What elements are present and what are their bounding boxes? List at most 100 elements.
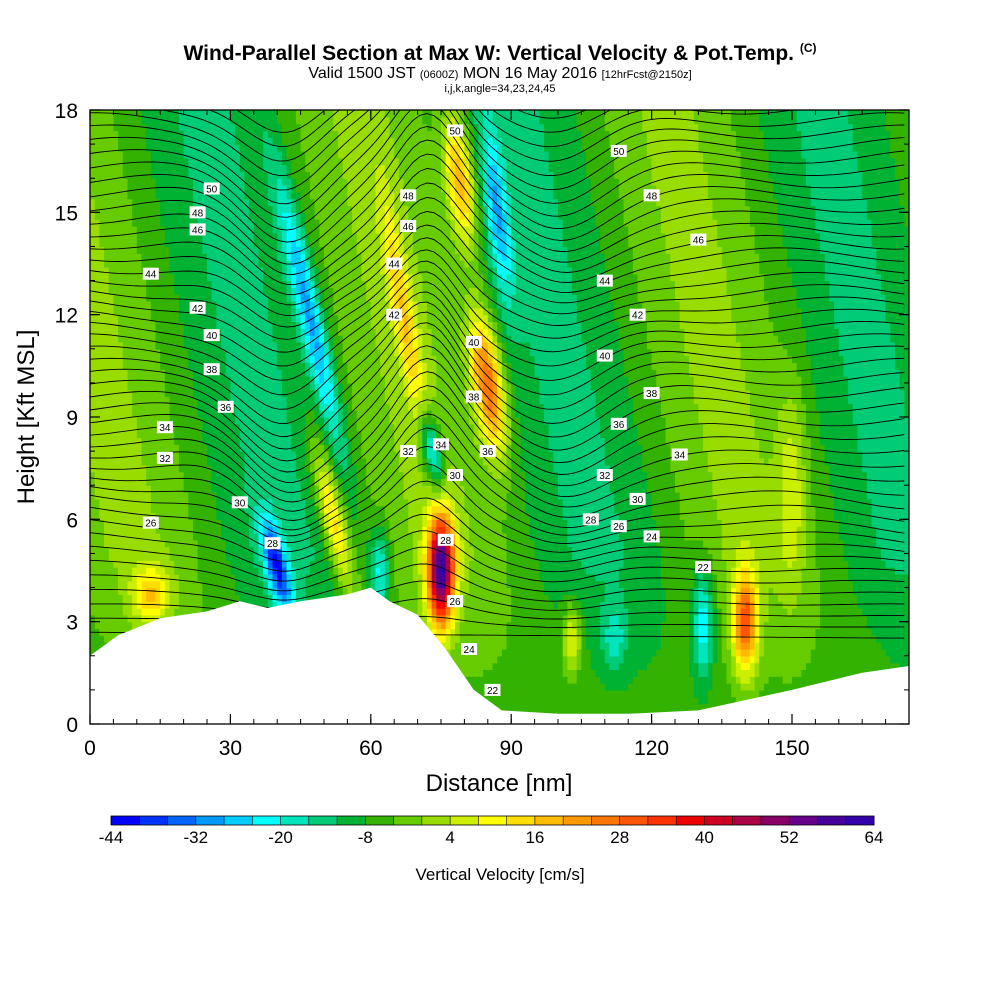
w-cell <box>614 635 620 643</box>
w-cell <box>871 553 877 561</box>
w-cell <box>768 683 774 691</box>
w-cell <box>773 628 779 636</box>
w-cell <box>90 560 96 568</box>
w-cell <box>178 594 185 602</box>
w-cell <box>862 655 868 664</box>
w-cell <box>389 573 395 582</box>
copyright-mark: (C) <box>799 41 817 55</box>
w-cell <box>380 573 386 582</box>
w-cell <box>586 696 592 705</box>
w-cell <box>595 642 601 650</box>
w-cell <box>623 614 629 623</box>
w-cell <box>852 567 859 575</box>
w-cell <box>609 662 615 671</box>
w-cell <box>904 628 909 636</box>
w-cell <box>497 532 503 541</box>
w-cell <box>150 539 157 548</box>
w-cell <box>749 676 756 684</box>
w-cell <box>871 560 877 568</box>
w-cell <box>305 532 311 541</box>
w-cell <box>792 635 798 643</box>
w-cell <box>852 635 859 643</box>
w-cell <box>525 580 531 589</box>
w-cell <box>328 553 334 561</box>
w-cell <box>604 662 611 671</box>
w-cell <box>707 676 714 684</box>
w-cell <box>113 621 119 630</box>
w-cell <box>768 608 774 616</box>
w-cell <box>108 526 114 534</box>
w-cell <box>469 614 475 623</box>
w-cell <box>796 662 802 671</box>
w-cell <box>632 696 639 705</box>
w-cell <box>408 553 414 561</box>
w-cell <box>862 594 868 602</box>
w-cell <box>600 546 606 555</box>
w-cell <box>455 580 461 589</box>
w-cell <box>515 560 522 568</box>
w-cell <box>192 560 199 568</box>
w-cell <box>838 669 845 677</box>
w-cell <box>122 580 129 589</box>
w-cell <box>637 580 643 589</box>
w-cell <box>572 573 578 582</box>
w-cell <box>707 594 714 602</box>
w-cell <box>576 573 582 582</box>
w-cell <box>679 662 685 671</box>
w-cell <box>267 560 274 568</box>
w-cell <box>628 567 634 575</box>
w-cell <box>576 642 582 650</box>
w-cell <box>338 573 344 582</box>
w-cell <box>99 560 105 568</box>
w-cell <box>843 539 849 548</box>
w-cell <box>412 601 419 609</box>
w-cell <box>871 587 877 595</box>
w-cell <box>721 635 728 643</box>
w-cell <box>712 594 718 602</box>
w-cell <box>543 669 550 677</box>
w-cell <box>487 642 494 650</box>
w-cell <box>642 628 648 636</box>
w-cell <box>773 587 779 595</box>
w-cell <box>600 683 606 691</box>
w-cell <box>553 689 559 698</box>
w-cell <box>314 560 320 568</box>
w-cell <box>777 546 784 555</box>
w-cell <box>230 553 236 561</box>
w-cell <box>824 580 831 589</box>
w-cell <box>263 601 269 609</box>
w-cell <box>651 696 657 705</box>
w-cell <box>398 573 405 582</box>
w-cell <box>197 553 203 561</box>
w-cell <box>904 573 909 582</box>
w-cell <box>689 669 695 677</box>
w-cell <box>721 614 728 623</box>
w-cell <box>244 539 250 548</box>
w-cell <box>455 539 461 548</box>
w-cell <box>436 553 442 561</box>
w-cell <box>403 573 409 582</box>
w-cell <box>422 539 428 548</box>
w-cell <box>422 546 428 555</box>
w-cell <box>656 628 662 636</box>
w-cell <box>525 587 531 595</box>
w-cell <box>754 532 760 541</box>
w-cell <box>403 567 409 575</box>
w-cell <box>679 689 685 698</box>
w-cell <box>267 594 274 602</box>
w-cell <box>759 608 765 616</box>
w-cell <box>263 532 269 541</box>
w-cell <box>660 587 667 595</box>
w-cell <box>651 669 657 677</box>
w-cell <box>380 553 386 561</box>
w-cell <box>497 676 503 684</box>
w-cell <box>810 587 816 595</box>
w-cell <box>871 614 877 623</box>
w-cell <box>295 539 302 548</box>
w-cell <box>656 580 662 589</box>
w-cell <box>829 532 835 541</box>
w-cell <box>665 608 671 616</box>
w-cell <box>810 573 816 582</box>
w-cell <box>525 635 531 643</box>
w-cell <box>885 635 891 643</box>
